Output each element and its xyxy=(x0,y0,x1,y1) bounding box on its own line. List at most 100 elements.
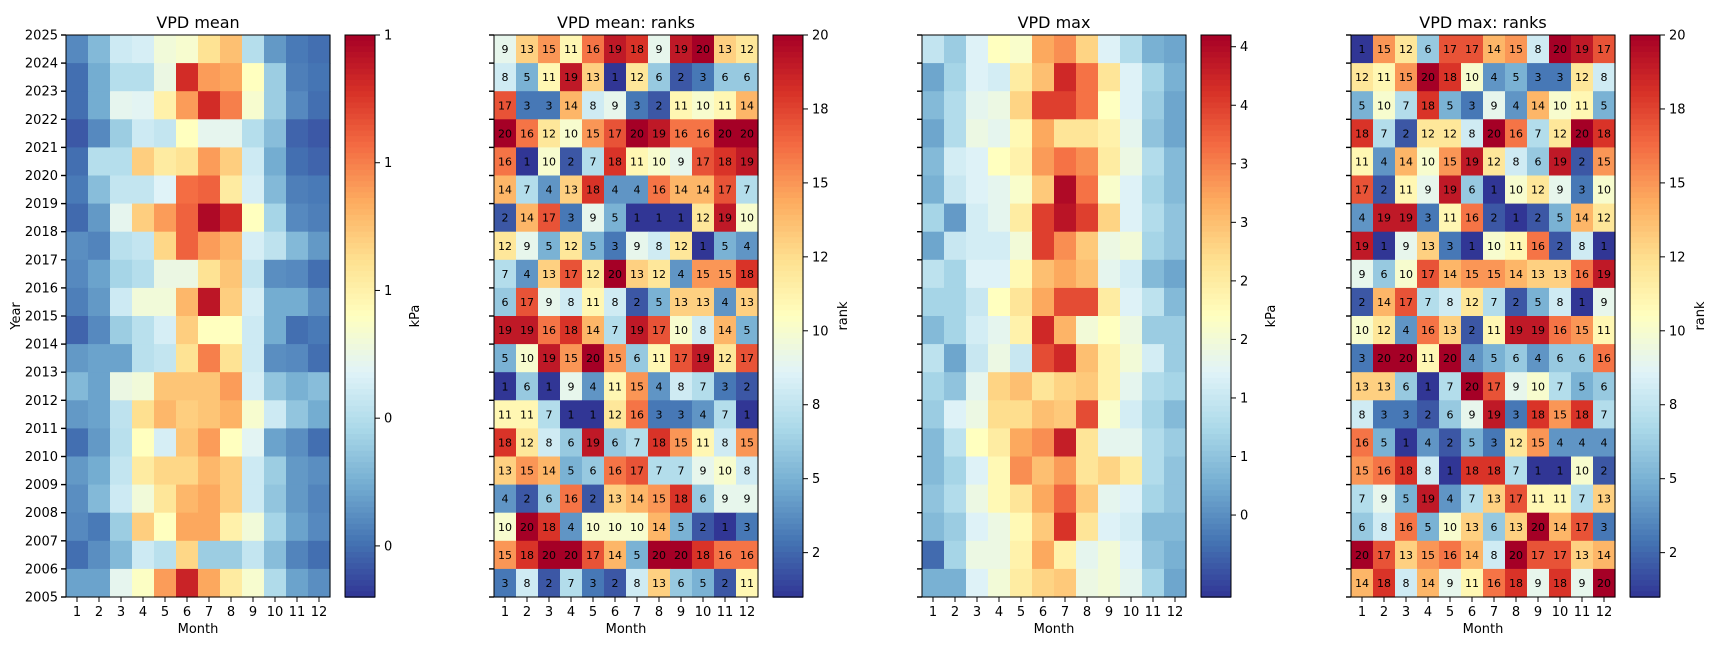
colorbar-segment xyxy=(1630,220,1660,227)
cell-label: 3 xyxy=(568,212,575,225)
colorbar-segment xyxy=(345,136,375,143)
cell-label: 2 xyxy=(502,212,509,225)
heatmap-cell xyxy=(1010,428,1033,458)
cell-label: 16 xyxy=(586,43,600,56)
colorbar-tick-label: 4 xyxy=(1240,40,1248,55)
colorbar-segment xyxy=(1201,557,1231,565)
cell-label: 16 xyxy=(1509,127,1523,140)
heatmap-cell xyxy=(560,91,583,120)
heatmap-cell xyxy=(670,484,693,514)
heatmap-cell xyxy=(198,35,221,64)
cell-label: 6 xyxy=(1447,408,1454,421)
colorbar-segment xyxy=(1201,299,1231,306)
colorbar-segment xyxy=(345,299,375,306)
cell-label: 5 xyxy=(590,240,597,253)
heatmap-cell xyxy=(922,147,945,177)
cell-label: 20 xyxy=(608,268,622,281)
heatmap-cell xyxy=(922,203,945,233)
x-tick-label: 1 xyxy=(73,605,81,620)
heatmap-cell xyxy=(1417,372,1440,401)
heatmap-cell xyxy=(132,35,155,64)
colorbar-segment xyxy=(345,523,375,531)
heatmap-cell xyxy=(264,316,287,345)
cell-label: 5 xyxy=(634,549,641,562)
colorbar-segment xyxy=(1630,304,1660,312)
heatmap-cell xyxy=(1142,259,1165,289)
heatmap-cell xyxy=(516,287,539,317)
heatmap-cell xyxy=(1010,119,1033,148)
heatmap-cell xyxy=(1032,484,1055,514)
cell-label: 17 xyxy=(1377,549,1391,562)
heatmap-cell xyxy=(88,287,111,317)
heatmap-cell xyxy=(286,35,309,64)
heatmap-cell xyxy=(1098,540,1121,570)
colorbar-segment xyxy=(773,136,803,143)
cell-label: 6 xyxy=(1535,155,1542,168)
cell-label: 3 xyxy=(1469,99,1476,112)
colorbar-segment xyxy=(1630,394,1660,402)
cell-label: 7 xyxy=(524,184,531,197)
cell-label: 2 xyxy=(1447,436,1454,449)
x-tick-label: 1 xyxy=(501,605,509,620)
colorbar-segment xyxy=(1630,332,1660,340)
heatmap-cell xyxy=(264,568,287,598)
heatmap-cell xyxy=(176,400,199,429)
cell-label: 8 xyxy=(656,240,663,253)
heatmap-cell xyxy=(944,147,967,177)
colorbar-segment xyxy=(773,434,803,441)
heatmap-cell xyxy=(1439,540,1462,570)
heatmap-cell xyxy=(1483,484,1506,514)
heatmap-cell xyxy=(1120,568,1143,598)
heatmap-cell xyxy=(494,203,517,233)
colorbar-segment xyxy=(1630,248,1660,255)
cell-label: 10 xyxy=(1377,99,1391,112)
heatmap-cell xyxy=(1461,119,1484,148)
cell-label: 9 xyxy=(656,43,663,56)
colorbar-segment xyxy=(773,422,803,430)
colorbar-segment xyxy=(773,456,803,463)
heatmap-cell xyxy=(154,91,177,120)
cell-label: 17 xyxy=(1575,521,1589,534)
heatmap-cell xyxy=(286,540,309,570)
cell-label: 15 xyxy=(1487,268,1501,281)
cell-label: 9 xyxy=(678,155,685,168)
heatmap-cell xyxy=(1417,428,1440,458)
heatmap-cell xyxy=(242,456,265,486)
heatmap-cell xyxy=(1373,456,1396,486)
heatmap-cell xyxy=(1593,428,1616,458)
cell-label: 4 xyxy=(1557,436,1564,449)
heatmap-cell xyxy=(308,91,331,120)
colorbar-segment xyxy=(1630,102,1660,109)
y-tick-label: 2013 xyxy=(25,366,58,381)
cell-label: 10 xyxy=(564,127,578,140)
colorbar-segment xyxy=(773,299,803,306)
colorbar-segment xyxy=(773,102,803,109)
heatmap-cell xyxy=(88,259,111,289)
heatmap-cell xyxy=(560,344,583,373)
heatmap-cell xyxy=(1098,372,1121,401)
heatmap-cell xyxy=(1142,372,1165,401)
heatmap-cell xyxy=(692,568,715,598)
heatmap-cell xyxy=(538,400,561,429)
heatmap-cell xyxy=(1549,484,1572,514)
heatmap-cell xyxy=(560,175,583,205)
heatmap-cell xyxy=(988,91,1011,120)
colorbar-segment xyxy=(345,546,375,553)
heatmap-cell xyxy=(308,119,331,148)
x-axis-label: Month xyxy=(606,622,647,637)
colorbar-segment xyxy=(773,158,803,166)
cell-label: 14 xyxy=(1575,212,1589,225)
heatmap-cell xyxy=(1505,119,1528,148)
heatmap-cell xyxy=(1483,203,1506,233)
colorbar-segment xyxy=(345,79,375,87)
heatmap-cell xyxy=(1527,456,1550,486)
cell-label: 13 xyxy=(1509,521,1523,534)
colorbar-segment xyxy=(1201,130,1231,137)
heatmap-cell xyxy=(88,119,111,148)
cell-label: 1 xyxy=(1601,240,1608,253)
heatmap-cell xyxy=(626,428,649,458)
cell-label: 17 xyxy=(1553,549,1567,562)
heatmap-cell xyxy=(110,119,133,148)
colorbar-segment xyxy=(345,478,375,486)
heatmap-cell xyxy=(692,175,715,205)
